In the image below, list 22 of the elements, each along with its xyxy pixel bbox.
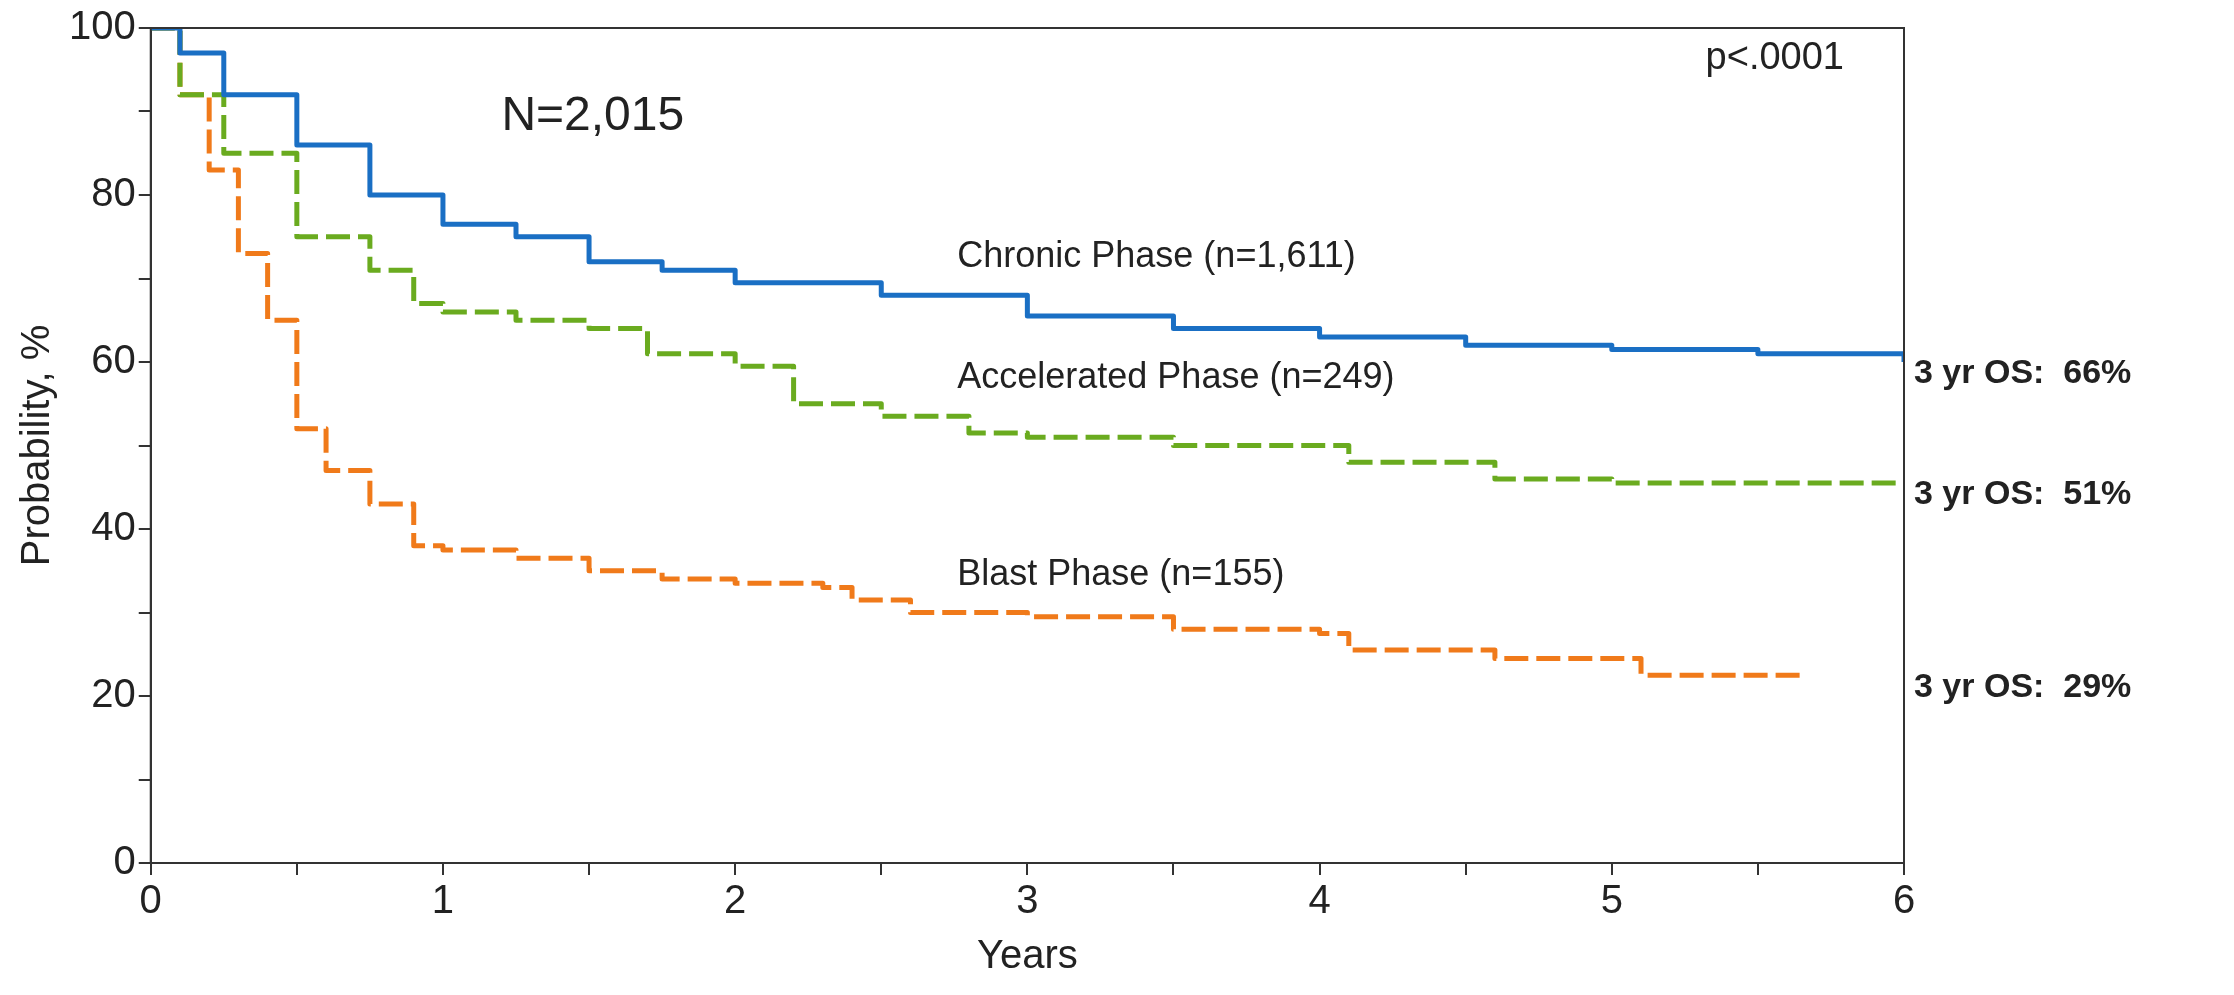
y-tick-label: 80 — [91, 170, 136, 215]
y-axis-title: Probability, % — [13, 324, 58, 567]
series-label: Accelerated Phase (n=249) — [957, 355, 1395, 397]
text: 3 yr OS: 29% — [1914, 665, 2132, 704]
y-tick-label: 60 — [91, 337, 136, 382]
x-tick-label: 5 — [1600, 877, 1623, 922]
x-tick-label: 1 — [431, 877, 455, 922]
x-tick-label: 4 — [1308, 877, 1331, 922]
y-tick-label: 100 — [68, 3, 136, 48]
x-axis-title: Years — [976, 932, 1078, 977]
series-label: Blast Phase (n=155) — [957, 551, 1285, 593]
y-tick-label: 40 — [91, 504, 136, 549]
series-label: Chronic Phase (n=1,611) — [957, 234, 1356, 276]
x-tick-label: 3 — [1016, 877, 1039, 922]
text: 3 yr OS: 66% — [1914, 352, 2132, 391]
y-tick-label: 20 — [91, 671, 136, 716]
y-tick-label: 0 — [113, 838, 136, 883]
text: 3 yr OS: 51% — [1914, 473, 2132, 512]
x-tick-label: 6 — [1892, 877, 1916, 922]
annotation: N=2,015 — [501, 87, 685, 141]
annotation: p<.0001 — [1705, 35, 1844, 78]
x-tick-label: 2 — [724, 877, 747, 922]
